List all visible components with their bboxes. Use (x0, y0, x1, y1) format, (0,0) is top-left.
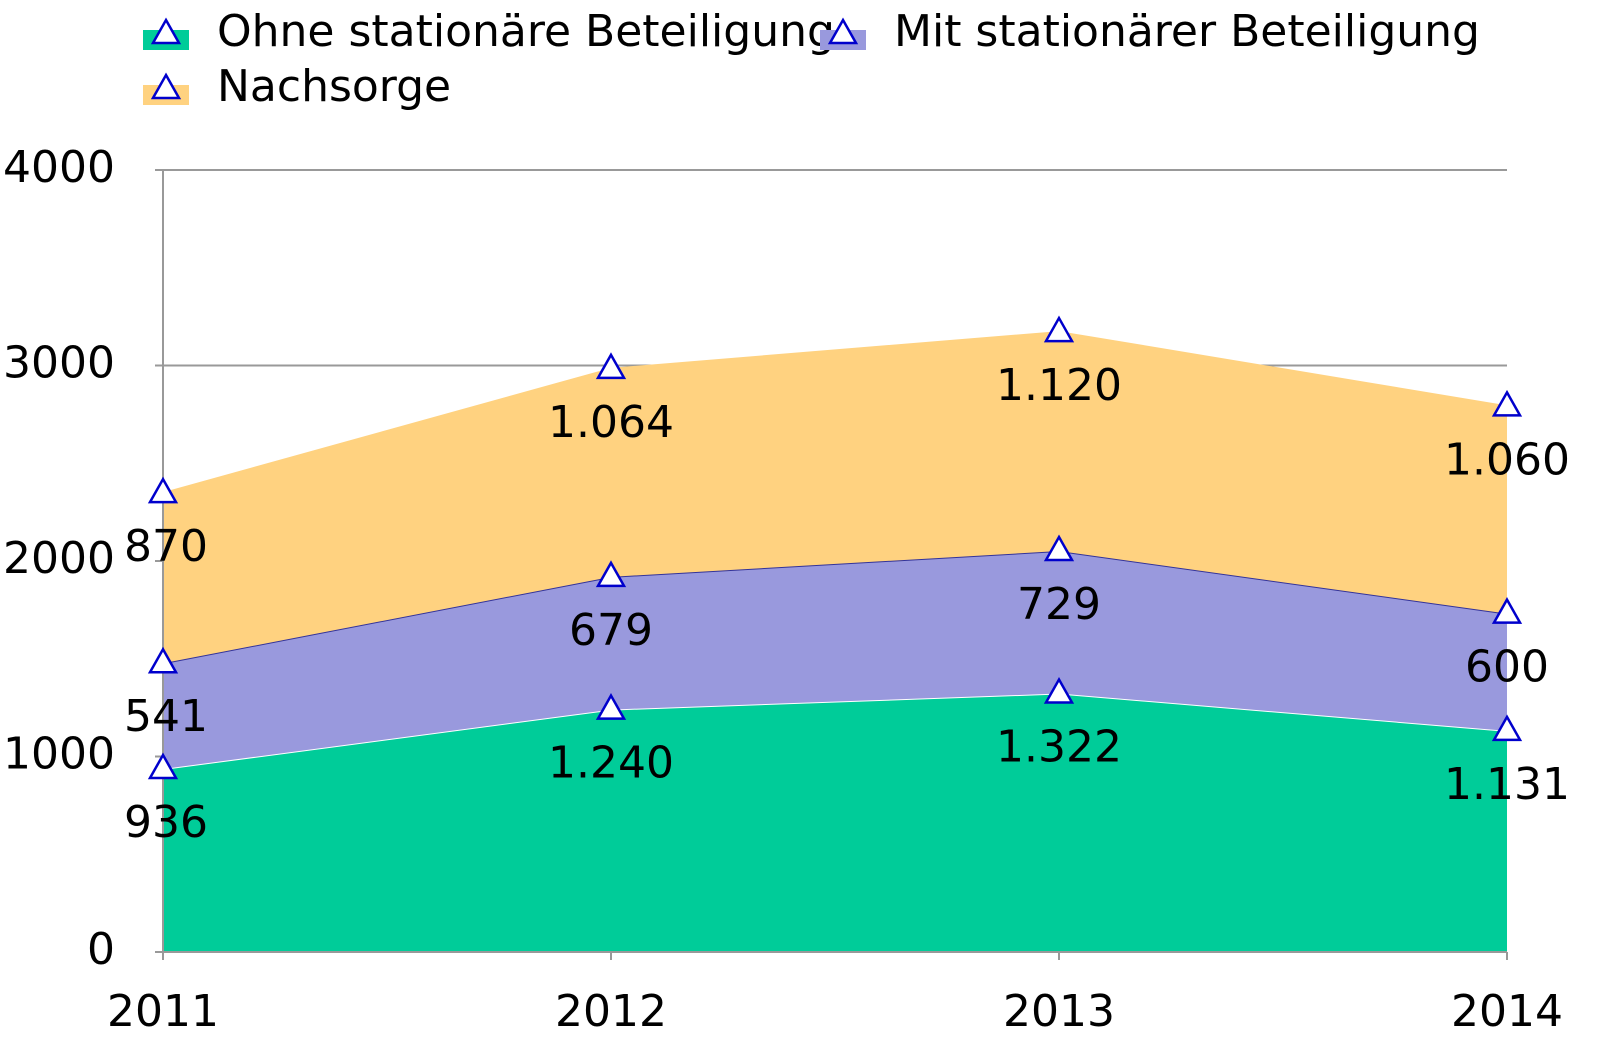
value-label: 729 (1017, 579, 1101, 630)
marker (1043, 315, 1075, 343)
area (163, 693, 1507, 952)
value-label: 936 (124, 797, 208, 848)
marker (1491, 597, 1523, 624)
value-label: 600 (1465, 642, 1549, 693)
marker (1043, 677, 1075, 704)
area (163, 551, 1507, 770)
x-tick-label: 2012 (555, 986, 667, 1037)
value-label: 541 (124, 691, 208, 742)
marker (595, 560, 627, 588)
value-label: 870 (124, 521, 208, 572)
y-tick-label: 2000 (3, 533, 115, 584)
legend-marker (827, 17, 859, 45)
marker (595, 352, 627, 380)
marker (147, 752, 179, 780)
area-edge (162, 331, 1508, 495)
value-label: 1.322 (996, 722, 1122, 773)
value-label: 679 (569, 605, 653, 656)
marker (147, 646, 179, 674)
value-label: 1.131 (1444, 759, 1570, 810)
x-tick-label: 2013 (1003, 986, 1115, 1037)
legend-marker (150, 72, 182, 100)
y-tick-label: 0 (87, 924, 115, 975)
marker (595, 693, 627, 720)
legend-label: Nachsorge (217, 61, 451, 112)
legend-label: Ohne stationäre Beteiligung (217, 6, 835, 57)
y-tick-label: 4000 (3, 142, 115, 193)
area (163, 332, 1507, 664)
y-tick-label: 3000 (3, 338, 115, 389)
marker (1491, 389, 1523, 417)
value-label: 1.120 (996, 360, 1122, 411)
legend-marker (150, 17, 182, 45)
marker (1491, 714, 1523, 742)
marker (147, 476, 179, 504)
x-tick-label: 2011 (107, 986, 219, 1037)
x-tick-label: 2014 (1451, 986, 1563, 1037)
value-label: 1.060 (1444, 434, 1570, 485)
value-label: 1.240 (548, 738, 674, 789)
marker (1043, 534, 1075, 562)
legend-label: Mit stationärer Beteiligung (894, 6, 1480, 57)
y-tick-label: 1000 (3, 729, 115, 780)
value-label: 1.064 (548, 397, 674, 448)
